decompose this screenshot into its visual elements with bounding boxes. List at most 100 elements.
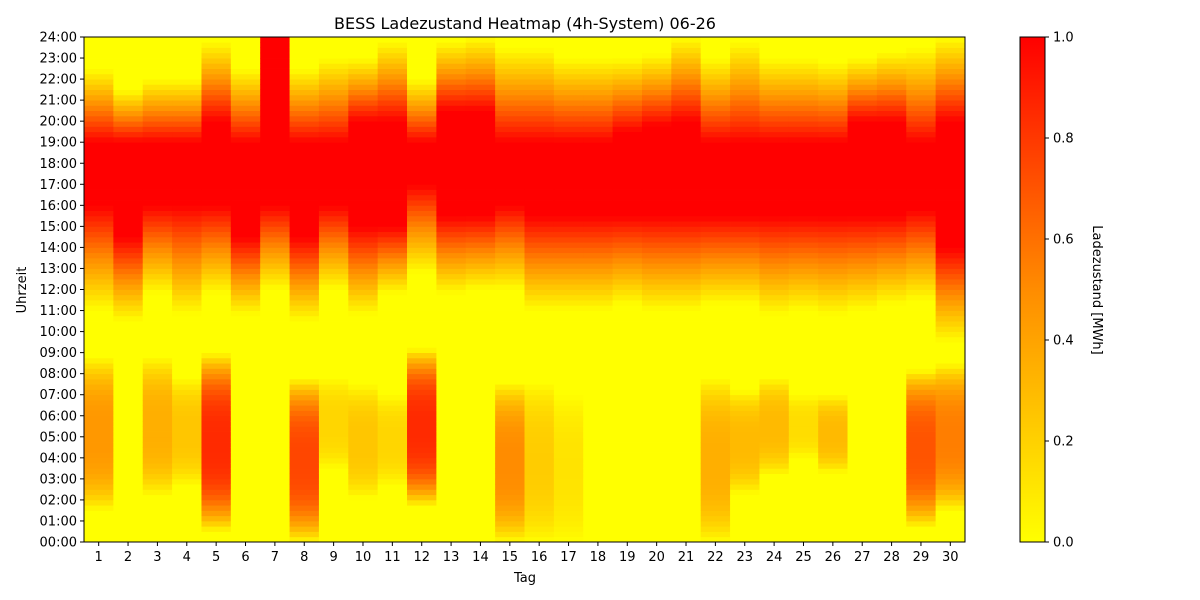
heatmap-cell (201, 352, 232, 359)
heatmap-cell (612, 384, 643, 390)
heatmap-cell (700, 315, 731, 322)
heatmap-cell (935, 415, 966, 422)
heatmap-cell (553, 247, 584, 254)
heatmap-cell (553, 373, 584, 380)
heatmap-cell (348, 373, 379, 380)
heatmap-cell (847, 447, 878, 453)
heatmap-cell (553, 405, 584, 411)
heatmap-cell (230, 526, 261, 532)
heatmap-cell (260, 110, 290, 117)
heatmap-cell (935, 194, 966, 201)
heatmap-cell (641, 73, 672, 80)
heatmap-cell (671, 100, 702, 106)
heatmap-cell (84, 157, 114, 164)
heatmap-cell (348, 68, 379, 75)
heatmap-cell (172, 152, 202, 159)
heatmap-cell (84, 431, 114, 438)
heatmap-cell (289, 452, 320, 459)
heatmap-cell (759, 194, 790, 201)
heatmap-cell (935, 321, 966, 327)
heatmap-cell (524, 452, 555, 459)
heatmap-cell (583, 536, 613, 543)
heatmap-cell (788, 426, 819, 432)
heatmap-cell (289, 457, 320, 464)
heatmap-cell (142, 373, 173, 380)
heatmap-cell (583, 215, 613, 222)
heatmap-cell (495, 68, 525, 75)
heatmap-cell (142, 431, 173, 438)
heatmap-cell (876, 194, 907, 201)
heatmap-cell (407, 110, 437, 117)
heatmap-cell (465, 473, 496, 480)
heatmap-cell (583, 268, 613, 275)
heatmap-cell (348, 210, 379, 217)
heatmap-cell (671, 442, 702, 448)
heatmap-cell (348, 268, 379, 275)
heatmap-cell (788, 399, 819, 406)
y-tick-label: 04:00 (40, 451, 77, 466)
heatmap-cell (260, 115, 290, 122)
heatmap-cell (172, 278, 202, 285)
heatmap-cell (407, 115, 437, 122)
heatmap-cell (348, 436, 379, 443)
heatmap-cell (201, 189, 232, 196)
heatmap-cell (113, 94, 144, 101)
heatmap-cell (906, 131, 937, 138)
heatmap-cell (84, 405, 114, 411)
heatmap-cell (583, 384, 613, 390)
heatmap-cell (524, 489, 555, 496)
heatmap-cell (201, 194, 232, 201)
y-tick-label: 08:00 (40, 367, 77, 382)
heatmap-cell (84, 273, 114, 280)
heatmap-cell (289, 315, 320, 322)
heatmap-cell (84, 410, 114, 417)
heatmap-cell (730, 336, 760, 343)
heatmap-cell (377, 394, 408, 401)
heatmap-cell (700, 331, 731, 338)
heatmap-cell (818, 147, 848, 154)
heatmap-cell (377, 94, 408, 101)
heatmap-cell (935, 505, 966, 511)
heatmap-cell (847, 63, 878, 69)
heatmap-cell (201, 321, 232, 327)
heatmap-cell (935, 52, 966, 59)
heatmap-cell (377, 378, 408, 385)
heatmap-cell (612, 357, 643, 364)
heatmap-cell (113, 499, 144, 506)
heatmap-cell (759, 457, 790, 464)
heatmap-cell (142, 273, 173, 280)
heatmap-cell (759, 110, 790, 117)
heatmap-cell (612, 231, 643, 238)
heatmap-cell (230, 536, 261, 543)
heatmap-cell (377, 58, 408, 64)
heatmap-cell (201, 331, 232, 338)
heatmap-cell (759, 89, 790, 96)
heatmap-cell (524, 431, 555, 438)
heatmap-cell (818, 384, 848, 390)
heatmap-cell (818, 457, 848, 464)
heatmap-cell (730, 68, 760, 75)
heatmap-cell (201, 468, 232, 475)
heatmap-cell (348, 421, 379, 427)
heatmap-cell (876, 200, 907, 206)
heatmap-cell (84, 294, 114, 301)
heatmap-cell (172, 257, 202, 264)
heatmap-cell (142, 478, 173, 485)
heatmap-cell (172, 436, 202, 443)
heatmap-cell (318, 79, 349, 85)
heatmap-cell (113, 257, 144, 264)
heatmap-cell (113, 126, 144, 133)
heatmap-cell (641, 200, 672, 206)
heatmap-cell (759, 152, 790, 159)
heatmap-cell (495, 42, 525, 48)
heatmap-cell (84, 494, 114, 501)
heatmap-cell (700, 326, 731, 332)
heatmap-cell (348, 126, 379, 133)
heatmap-cell (641, 321, 672, 327)
heatmap-cell (612, 421, 643, 427)
heatmap-cell (289, 494, 320, 501)
heatmap-cell (113, 421, 144, 427)
heatmap-cell (612, 263, 643, 269)
heatmap-cell (876, 79, 907, 85)
heatmap-cell (524, 463, 555, 469)
